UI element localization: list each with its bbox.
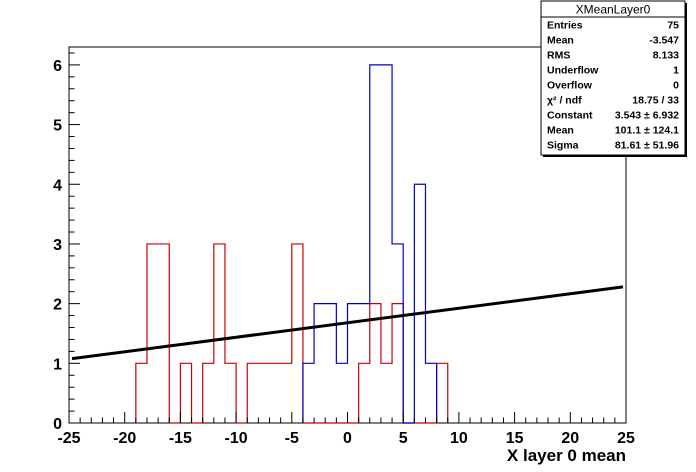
stats-row-value: 18.75 / 33 xyxy=(632,95,679,107)
stats-row-label: Entries xyxy=(547,20,583,32)
stats-row-value: 8.133 xyxy=(653,50,679,62)
x-tick-label: 10 xyxy=(450,430,468,447)
stats-row-value: 75 xyxy=(667,20,679,32)
stats-row-value: -3.547 xyxy=(649,35,679,47)
stats-row-value: 81.61 ± 51.96 xyxy=(615,140,679,152)
x-tick-label: 15 xyxy=(506,430,524,447)
x-tick-label: -25 xyxy=(57,430,80,447)
histogram-series-red xyxy=(135,243,449,424)
stats-row-label: RMS xyxy=(547,50,570,62)
stats-row-label: Underflow xyxy=(547,65,599,77)
stats-row-label: Overflow xyxy=(547,80,593,92)
x-tick-label: 20 xyxy=(561,430,579,447)
y-tick-label: 4 xyxy=(53,177,62,194)
fit-line xyxy=(71,285,624,361)
stats-row-value: 101.1 ± 124.1 xyxy=(615,125,679,137)
x-axis-title: X layer 0 mean xyxy=(507,446,626,465)
stats-row-value: 1 xyxy=(673,65,679,77)
x-tick-label: -5 xyxy=(285,430,299,447)
stats-box xyxy=(540,0,686,156)
stats-row-label: χ² / ndf xyxy=(547,95,582,107)
y-tick-label: 2 xyxy=(53,297,62,314)
y-tick-label: 3 xyxy=(53,237,62,254)
x-tick-label: 5 xyxy=(399,430,408,447)
stats-row-value: 3.543 ± 6.932 xyxy=(615,110,679,122)
histogram-series-blue xyxy=(302,64,438,424)
x-tick-label: 0 xyxy=(343,430,352,447)
x-tick-label: 25 xyxy=(617,430,635,447)
y-tick-label: 6 xyxy=(53,58,62,75)
stats-row-label: Mean xyxy=(547,125,574,137)
x-tick-label: -20 xyxy=(113,430,136,447)
stats-row-value: 0 xyxy=(673,80,679,92)
x-tick-label: -10 xyxy=(225,430,248,447)
y-tick-label: 5 xyxy=(53,118,62,135)
stats-row-label: Sigma xyxy=(547,140,579,152)
y-tick-label: 1 xyxy=(53,356,62,373)
stats-row-label: Constant xyxy=(547,110,593,122)
x-tick-label: -15 xyxy=(169,430,192,447)
y-tick-label: 0 xyxy=(53,416,62,433)
stats-row-label: Mean xyxy=(547,35,574,47)
stats-box-title: XMeanLayer0 xyxy=(576,3,651,17)
